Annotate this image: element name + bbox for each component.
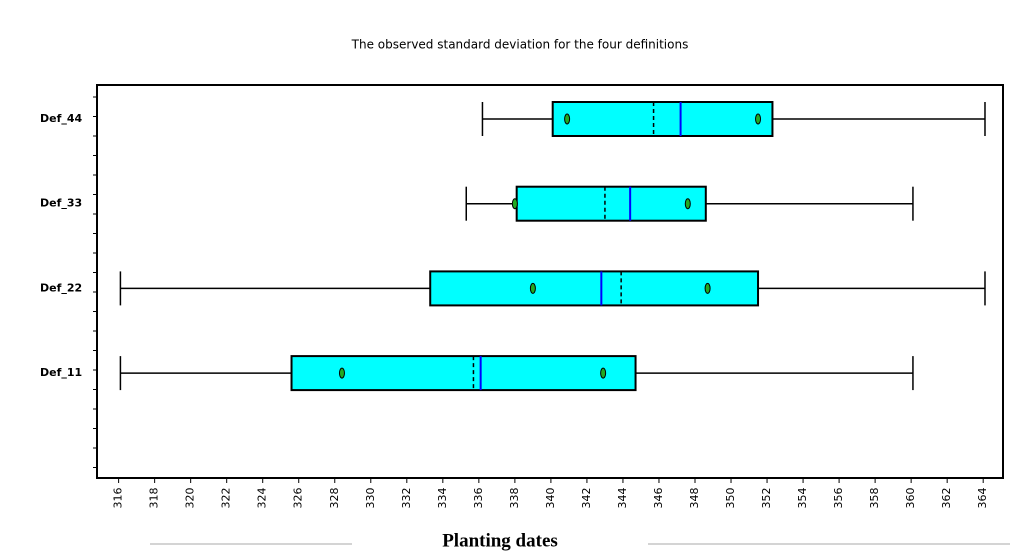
- x-tick-label: 352: [760, 488, 773, 509]
- marker: [511, 198, 518, 210]
- category-label: Def_44: [40, 112, 83, 125]
- x-tick-label: 318: [148, 488, 161, 509]
- marker: [338, 367, 345, 379]
- x-tick-label: 316: [112, 488, 125, 509]
- x-tick-label: 326: [292, 488, 305, 509]
- x-tick-label: 360: [904, 488, 917, 509]
- x-tick-label: 348: [688, 488, 701, 509]
- box: [551, 101, 774, 137]
- marker: [529, 282, 536, 294]
- box: [290, 355, 637, 392]
- box: [515, 185, 707, 222]
- x-tick-label: 338: [508, 488, 521, 509]
- marker: [684, 198, 691, 210]
- x-tick-label: 322: [220, 488, 233, 509]
- category-label: Def_22: [40, 281, 82, 294]
- x-tick-label: 362: [940, 488, 953, 509]
- x-axis-title: Planting dates: [442, 530, 558, 551]
- marker: [564, 113, 571, 125]
- category-label: Def_11: [40, 366, 82, 379]
- x-tick-label: 334: [436, 488, 449, 509]
- marker: [600, 367, 607, 379]
- x-tick-label: 354: [796, 488, 809, 509]
- x-tick-label: 356: [832, 488, 845, 509]
- x-tick-label: 320: [184, 488, 197, 509]
- plot-frame: [96, 84, 1004, 479]
- x-tick-label: 350: [724, 488, 737, 509]
- x-tick-label: 358: [868, 488, 881, 509]
- marker: [704, 282, 711, 294]
- x-tick-label: 342: [580, 488, 593, 509]
- x-tick-label: 324: [256, 488, 269, 509]
- x-tick-label: 340: [544, 488, 557, 509]
- chart-title: The observed standard deviation for the …: [351, 38, 689, 52]
- category-label: Def_33: [40, 197, 82, 210]
- x-tick-label: 332: [400, 488, 413, 509]
- x-tick-label: 346: [652, 488, 665, 509]
- box: [429, 270, 760, 307]
- x-tick-label: 328: [328, 488, 341, 509]
- x-tick-label: 344: [616, 488, 629, 509]
- x-tick-label: 330: [364, 488, 377, 509]
- marker: [755, 113, 762, 125]
- x-tick-label: 364: [976, 488, 989, 509]
- x-tick-label: 336: [472, 488, 485, 509]
